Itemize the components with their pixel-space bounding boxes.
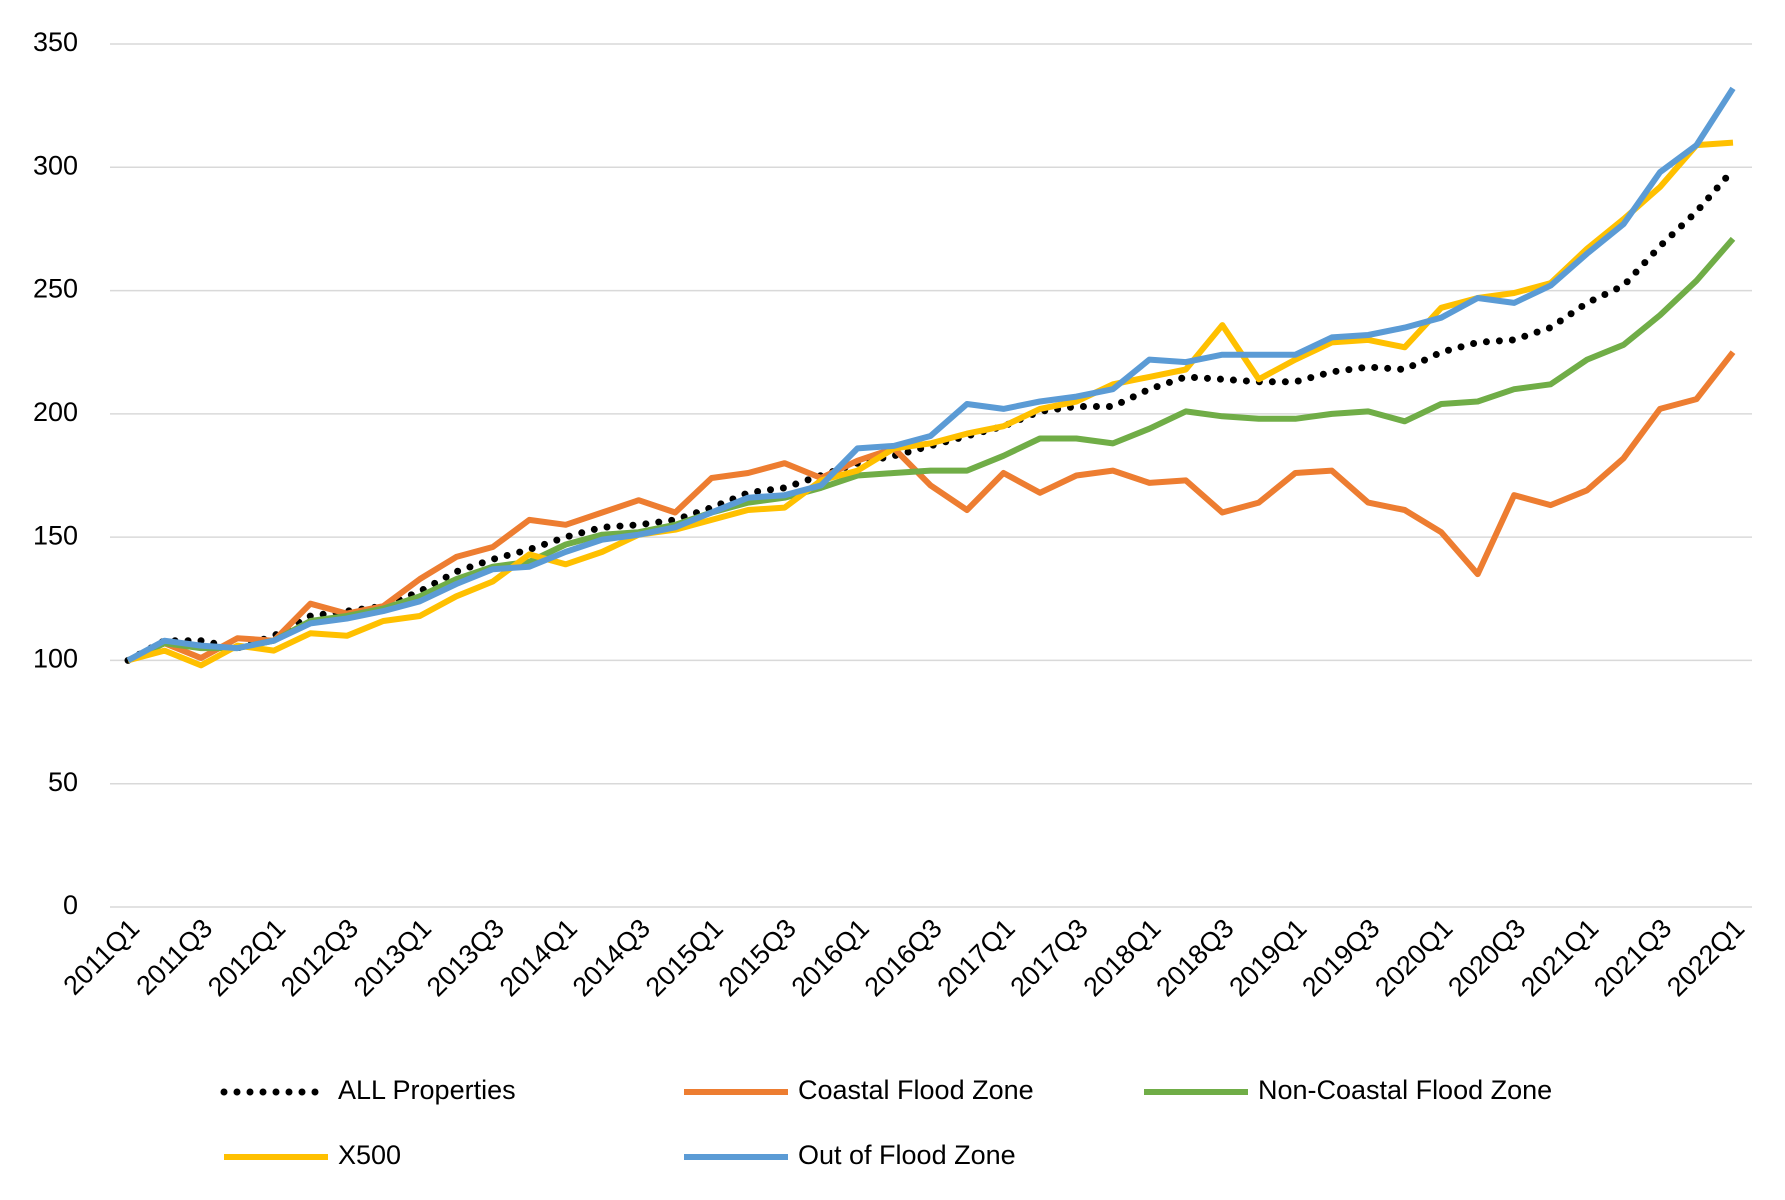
x-tick-label: 2015Q1 bbox=[640, 913, 729, 1002]
x-tick-label: 2021Q1 bbox=[1515, 913, 1604, 1002]
x-tick-label: 2016Q3 bbox=[859, 913, 948, 1002]
x-tick-label: 2017Q1 bbox=[932, 913, 1021, 1002]
legend-label: Out of Flood Zone bbox=[798, 1140, 1016, 1170]
series-line bbox=[124, 166, 1737, 664]
x-tick-label: 2016Q1 bbox=[786, 913, 875, 1002]
x-tick-label: 2018Q3 bbox=[1150, 913, 1239, 1002]
y-tick-label: 50 bbox=[48, 767, 78, 797]
x-tick-label: 2019Q3 bbox=[1296, 913, 1385, 1002]
x-tick-label: 2017Q3 bbox=[1005, 913, 1094, 1002]
y-tick-label: 350 bbox=[33, 27, 78, 57]
x-tick-label: 2013Q1 bbox=[348, 913, 437, 1002]
x-tick-label: 2013Q3 bbox=[421, 913, 510, 1002]
x-tick-label: 2021Q3 bbox=[1588, 913, 1677, 1002]
x-tick-label: 2012Q3 bbox=[275, 913, 364, 1002]
legend-label: Coastal Flood Zone bbox=[798, 1075, 1034, 1105]
x-tick-label: 2014Q3 bbox=[567, 913, 656, 1002]
y-tick-label: 150 bbox=[33, 520, 78, 550]
y-tick-label: 100 bbox=[33, 644, 78, 674]
y-tick-label: 0 bbox=[63, 890, 78, 920]
x-tick-label: 2015Q3 bbox=[713, 913, 802, 1002]
x-tick-label: 2014Q1 bbox=[494, 913, 583, 1002]
y-tick-label: 300 bbox=[33, 150, 78, 180]
x-tick-label: 2011Q1 bbox=[58, 913, 146, 1001]
series-line bbox=[126, 236, 1736, 664]
x-tick-label: 2022Q1 bbox=[1661, 913, 1750, 1002]
x-tick-label: 2020Q1 bbox=[1369, 913, 1458, 1002]
series-line bbox=[126, 350, 1736, 664]
y-tick-label: 200 bbox=[33, 397, 78, 427]
series-line bbox=[127, 139, 1734, 669]
x-tick-label: 2012Q1 bbox=[202, 913, 291, 1002]
y-tick-label: 250 bbox=[33, 274, 78, 304]
legend-label: X500 bbox=[338, 1140, 401, 1170]
x-tick-label: 2011Q3 bbox=[130, 913, 218, 1001]
x-tick-label: 2020Q3 bbox=[1442, 913, 1531, 1002]
x-tick-label: 2018Q1 bbox=[1077, 913, 1166, 1002]
legend-label: ALL Properties bbox=[338, 1075, 516, 1105]
x-tick-label: 2019Q1 bbox=[1223, 913, 1312, 1002]
series-line bbox=[126, 86, 1736, 664]
legend-label: Non-Coastal Flood Zone bbox=[1258, 1075, 1552, 1105]
